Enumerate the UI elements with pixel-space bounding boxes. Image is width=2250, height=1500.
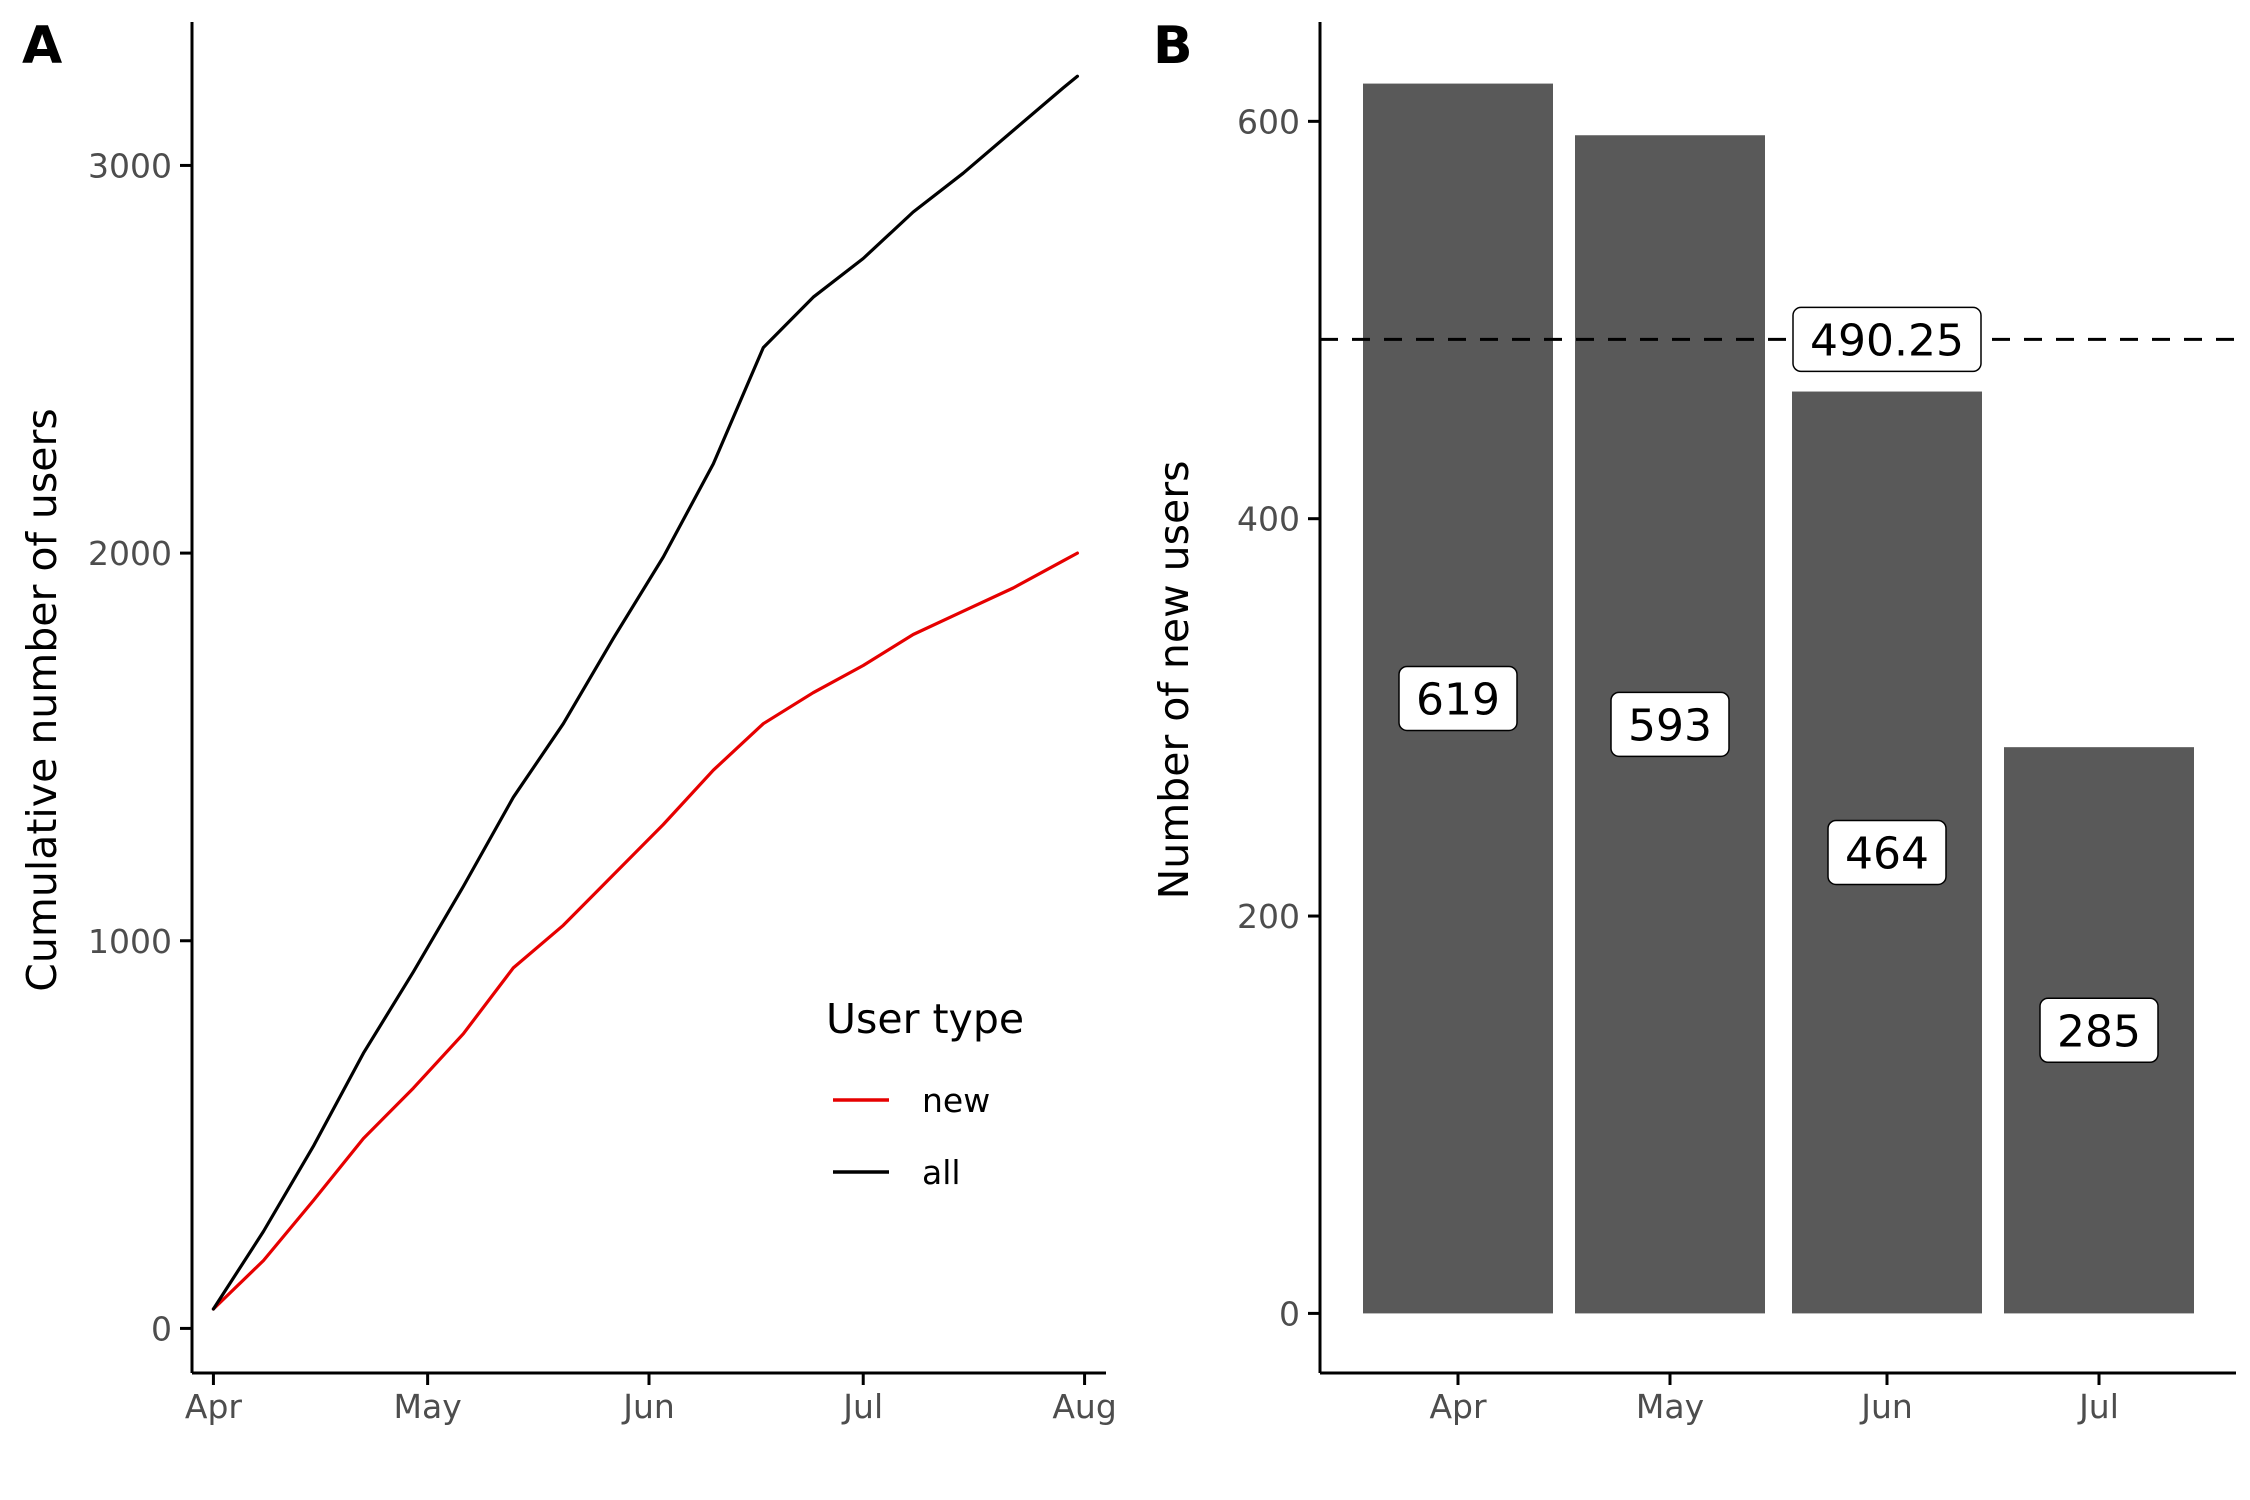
panel-b-y-ticks: 0 200 400 600 xyxy=(1237,102,1320,1333)
panel-a-y-tick-label: 0 xyxy=(151,1309,172,1348)
legend-label-all: all xyxy=(922,1153,961,1192)
panel-a-x-tick-label: May xyxy=(394,1387,462,1426)
legend-label-new: new xyxy=(922,1081,990,1120)
panel-a-x-tick-label: Aug xyxy=(1052,1387,1116,1426)
panel-b: B Number of new users 490.25 619 593 46 xyxy=(1150,16,2236,1426)
panel-b-y-axis-title: Number of new users xyxy=(1150,461,1198,900)
panel-a-y-tick-label: 3000 xyxy=(88,146,172,185)
panel-b-x-tick-label: May xyxy=(1636,1387,1704,1426)
mean-label-box xyxy=(1792,306,1982,373)
panel-b-tag: B xyxy=(1153,16,1193,76)
panel-a-x-tick-label: Jun xyxy=(621,1387,675,1426)
panel-b-y-tick-label: 0 xyxy=(1279,1294,1300,1333)
legend-title: User type xyxy=(826,995,1024,1043)
data-label-text: 464 xyxy=(1845,828,1929,879)
panel-b-x-tick-label: Jul xyxy=(2077,1387,2119,1426)
panel-a-x-ticks: Apr May Jun Jul Aug xyxy=(185,1373,1117,1426)
mean-reference-label: 490.25 xyxy=(1792,306,1982,373)
panel-b-x-tick-label: Apr xyxy=(1429,1387,1487,1426)
panel-a-y-tick-label: 1000 xyxy=(88,922,172,961)
series-line-new xyxy=(211,551,1079,1311)
panel-a-x-tick-label: Apr xyxy=(185,1387,243,1426)
panel-b-data-labels: 619 593 464 285 xyxy=(1398,665,2159,1064)
panel-a-series xyxy=(211,74,1079,1311)
panel-b-y-tick-label: 200 xyxy=(1237,897,1300,936)
data-label-text: 619 xyxy=(1416,674,1500,725)
data-label-may: 593 xyxy=(1610,691,1730,758)
panel-a-x-tick-label: Jul xyxy=(841,1387,883,1426)
panel-b-y-tick-label: 600 xyxy=(1237,102,1300,141)
legend: User type new all xyxy=(826,995,1024,1192)
panel-b-x-ticks: Apr May Jun Jul xyxy=(1429,1373,2119,1426)
data-label-jun: 464 xyxy=(1827,819,1947,886)
data-label-box xyxy=(1610,691,1730,758)
data-label-box xyxy=(1398,665,1518,732)
mean-label-text: 490.25 xyxy=(1810,315,1964,366)
data-label-box xyxy=(1827,819,1947,886)
data-label-text: 285 xyxy=(2057,1006,2141,1057)
data-label-text: 593 xyxy=(1628,700,1712,751)
panel-a-tag: A xyxy=(22,16,62,76)
data-label-box xyxy=(2039,997,2159,1064)
panel-a-y-axis-title: Cumulative number of users xyxy=(18,408,66,991)
data-label-apr: 619 xyxy=(1398,665,1518,732)
panel-b-x-tick-label: Jun xyxy=(1859,1387,1913,1426)
panel-a-y-tick-label: 2000 xyxy=(88,534,172,573)
panel-a: A Cumulative number of users 0 1000 2000… xyxy=(18,16,1117,1426)
data-label-jul: 285 xyxy=(2039,997,2159,1064)
panel-a-y-ticks: 0 1000 2000 3000 xyxy=(88,146,192,1348)
series-line-all xyxy=(211,74,1079,1311)
panel-b-y-tick-label: 400 xyxy=(1237,500,1300,539)
